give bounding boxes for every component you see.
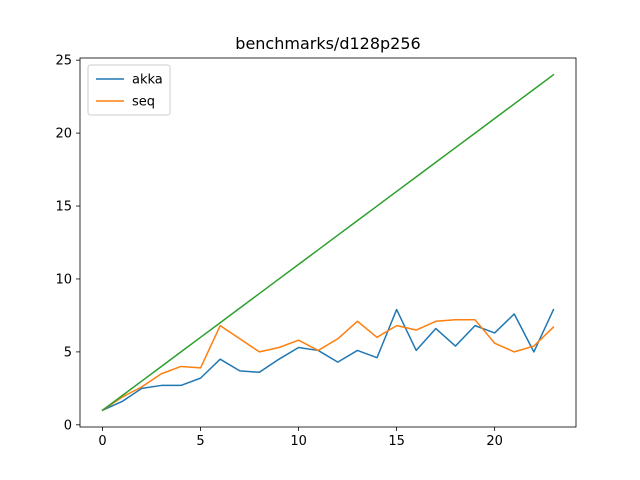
y-tick-label: 0 bbox=[64, 418, 72, 433]
chart-title: benchmarks/d128p256 bbox=[235, 34, 420, 53]
legend: akka seq bbox=[87, 64, 171, 116]
x-tick-label: 10 bbox=[290, 434, 307, 449]
y-tick-label: 10 bbox=[55, 272, 72, 287]
plot-area: 0 5 10 15 20 0 5 10 15 20 25 akka seq bbox=[55, 54, 577, 449]
y-tick-label: 20 bbox=[55, 127, 72, 142]
series-line-akka bbox=[101, 308, 555, 412]
x-tick-label: 0 bbox=[98, 434, 106, 449]
y-tick-label: 15 bbox=[55, 200, 72, 215]
x-tick-label: 15 bbox=[388, 434, 405, 449]
y-tick-label: 5 bbox=[64, 345, 72, 360]
axes-frame bbox=[79, 57, 577, 428]
legend-box bbox=[87, 64, 171, 116]
legend-label-seq: seq bbox=[132, 95, 155, 110]
series-line-seq bbox=[101, 319, 555, 412]
y-tick-label: 25 bbox=[55, 54, 72, 69]
x-tick-label: 5 bbox=[196, 434, 204, 449]
x-tick-label: 20 bbox=[486, 434, 503, 449]
legend-label-akka: akka bbox=[132, 73, 163, 88]
series-line-series-3 bbox=[101, 73, 555, 412]
